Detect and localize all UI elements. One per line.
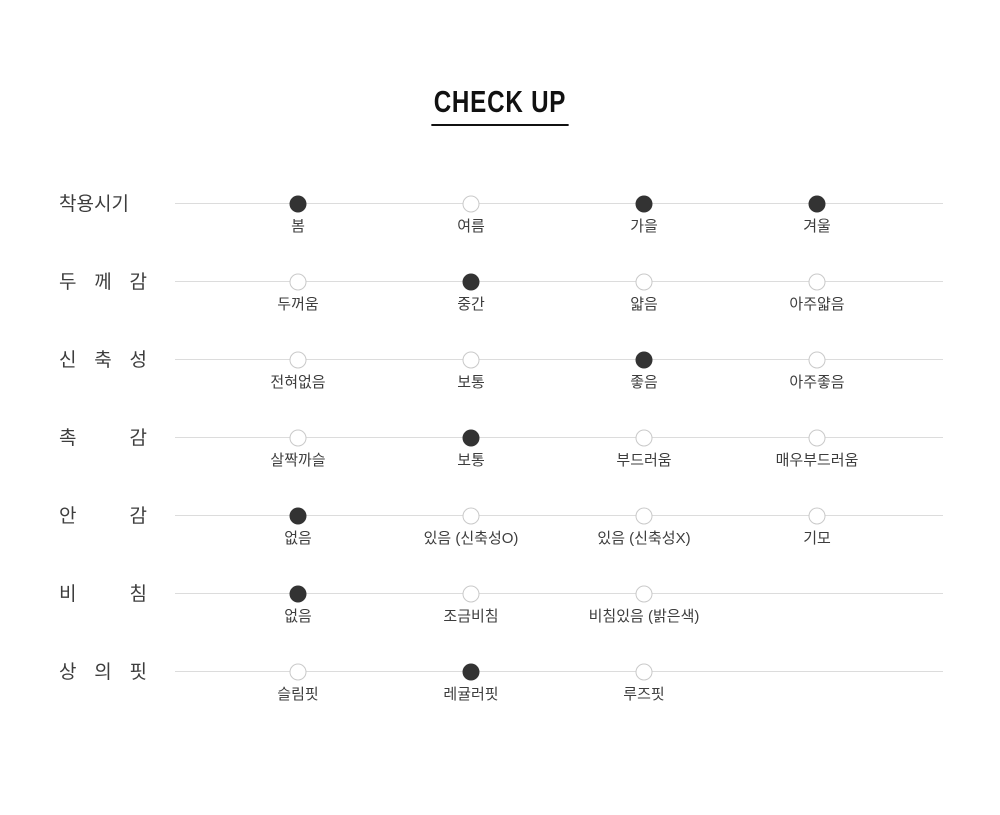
attribute-label-part: 께 bbox=[94, 271, 112, 293]
option-track: 전혀없음 보통 좋음 아주좋음 bbox=[175, 321, 943, 399]
option-label: 기모 bbox=[803, 530, 831, 547]
option-dot-empty bbox=[289, 351, 307, 369]
option-label: 부드러움 bbox=[616, 452, 672, 469]
option-dot-filled bbox=[289, 195, 307, 213]
track-line bbox=[175, 593, 943, 594]
option-track: 살짝까슬 보통 부드러움 매우부드러움 bbox=[175, 399, 943, 477]
attribute-label-part: 안 bbox=[59, 505, 77, 527]
option-dot-filled bbox=[808, 195, 826, 213]
attribute-label-part: 착용시기 bbox=[59, 193, 129, 215]
option-label: 중간 bbox=[457, 296, 485, 313]
option-label: 없음 bbox=[284, 608, 312, 625]
option-label: 슬림핏 bbox=[277, 686, 319, 703]
track-line bbox=[175, 515, 943, 516]
option-label: 보통 bbox=[457, 374, 485, 391]
attribute-label-part: 상 bbox=[59, 661, 77, 683]
option-label: 매우부드러움 bbox=[775, 452, 859, 469]
attribute-label-part: 축 bbox=[94, 349, 112, 371]
option-dot-empty bbox=[289, 663, 307, 681]
option-label: 조금비침 bbox=[443, 608, 499, 625]
attribute-label-part: 촉 bbox=[59, 427, 77, 449]
option-label: 좋음 bbox=[630, 374, 658, 391]
option-dot-empty bbox=[635, 507, 653, 525]
option-dot-empty bbox=[462, 195, 480, 213]
attribute-label-part: 침 bbox=[129, 583, 147, 605]
track-line bbox=[175, 671, 943, 672]
option-dot-empty bbox=[462, 585, 480, 603]
option-dot-filled bbox=[635, 351, 653, 369]
option-dot-empty bbox=[635, 663, 653, 681]
track-line bbox=[175, 281, 943, 282]
attribute-label-part: 감 bbox=[129, 271, 147, 293]
attribute-label-part: 감 bbox=[129, 427, 147, 449]
page-title-wrap: CHECK UP bbox=[0, 86, 1000, 126]
option-label: 비침있음 (밝은색) bbox=[588, 608, 700, 625]
attribute-label-part: 비 bbox=[59, 583, 77, 605]
option-label: 레귤러핏 bbox=[443, 686, 499, 703]
option-label: 얇음 bbox=[630, 296, 658, 313]
attribute-label: 착용시기 bbox=[59, 165, 147, 243]
option-dot-empty bbox=[635, 585, 653, 603]
option-track: 슬림핏 레귤러핏 루즈핏 bbox=[175, 633, 943, 711]
attribute-label-part: 의 bbox=[94, 661, 112, 683]
option-dot-empty bbox=[635, 429, 653, 447]
track-line bbox=[175, 203, 943, 204]
option-label: 여름 bbox=[457, 218, 485, 235]
option-label: 있음 (신축성O) bbox=[423, 530, 519, 547]
option-label: 봄 bbox=[291, 218, 305, 235]
option-label: 살짝까슬 bbox=[270, 452, 326, 469]
option-label: 겨울 bbox=[803, 218, 831, 235]
option-label: 없음 bbox=[284, 530, 312, 547]
option-label: 루즈핏 bbox=[623, 686, 665, 703]
option-label: 아주얇음 bbox=[789, 296, 845, 313]
option-label: 전혀없음 bbox=[270, 374, 326, 391]
option-label: 두꺼움 bbox=[277, 296, 319, 313]
option-dot-filled bbox=[635, 195, 653, 213]
track-line bbox=[175, 359, 943, 360]
option-dot-filled bbox=[289, 585, 307, 603]
page-title: CHECK UP bbox=[431, 86, 569, 126]
option-dot-empty bbox=[808, 351, 826, 369]
attribute-label-part: 감 bbox=[129, 505, 147, 527]
option-label: 보통 bbox=[457, 452, 485, 469]
option-track: 없음 조금비침 비침있음 (밝은색) bbox=[175, 555, 943, 633]
option-dot-filled bbox=[462, 663, 480, 681]
attribute-label-part: 성 bbox=[129, 349, 147, 371]
option-dot-empty bbox=[289, 273, 307, 291]
option-dot-empty bbox=[289, 429, 307, 447]
option-label: 아주좋음 bbox=[789, 374, 845, 391]
option-dot-filled bbox=[289, 507, 307, 525]
attribute-label-part: 신 bbox=[59, 349, 77, 371]
option-dot-filled bbox=[462, 273, 480, 291]
option-dot-empty bbox=[462, 507, 480, 525]
attribute-label-part: 핏 bbox=[129, 661, 147, 683]
track-line bbox=[175, 437, 943, 438]
option-dot-filled bbox=[462, 429, 480, 447]
option-track: 없음 있음 (신축성O) 있음 (신축성X) 기모 bbox=[175, 477, 943, 555]
attribute-row: 착용시기 봄 여름 가을 겨울 bbox=[0, 165, 1000, 243]
option-dot-empty bbox=[808, 429, 826, 447]
option-dot-empty bbox=[635, 273, 653, 291]
option-dot-empty bbox=[808, 273, 826, 291]
option-dot-empty bbox=[808, 507, 826, 525]
option-label: 있음 (신축성X) bbox=[597, 530, 691, 547]
option-track: 두꺼움 중간 얇음 아주얇음 bbox=[175, 243, 943, 321]
option-dot-empty bbox=[462, 351, 480, 369]
option-track: 봄 여름 가을 겨울 bbox=[175, 165, 943, 243]
attribute-label-part: 두 bbox=[59, 271, 77, 293]
option-label: 가을 bbox=[630, 218, 658, 235]
